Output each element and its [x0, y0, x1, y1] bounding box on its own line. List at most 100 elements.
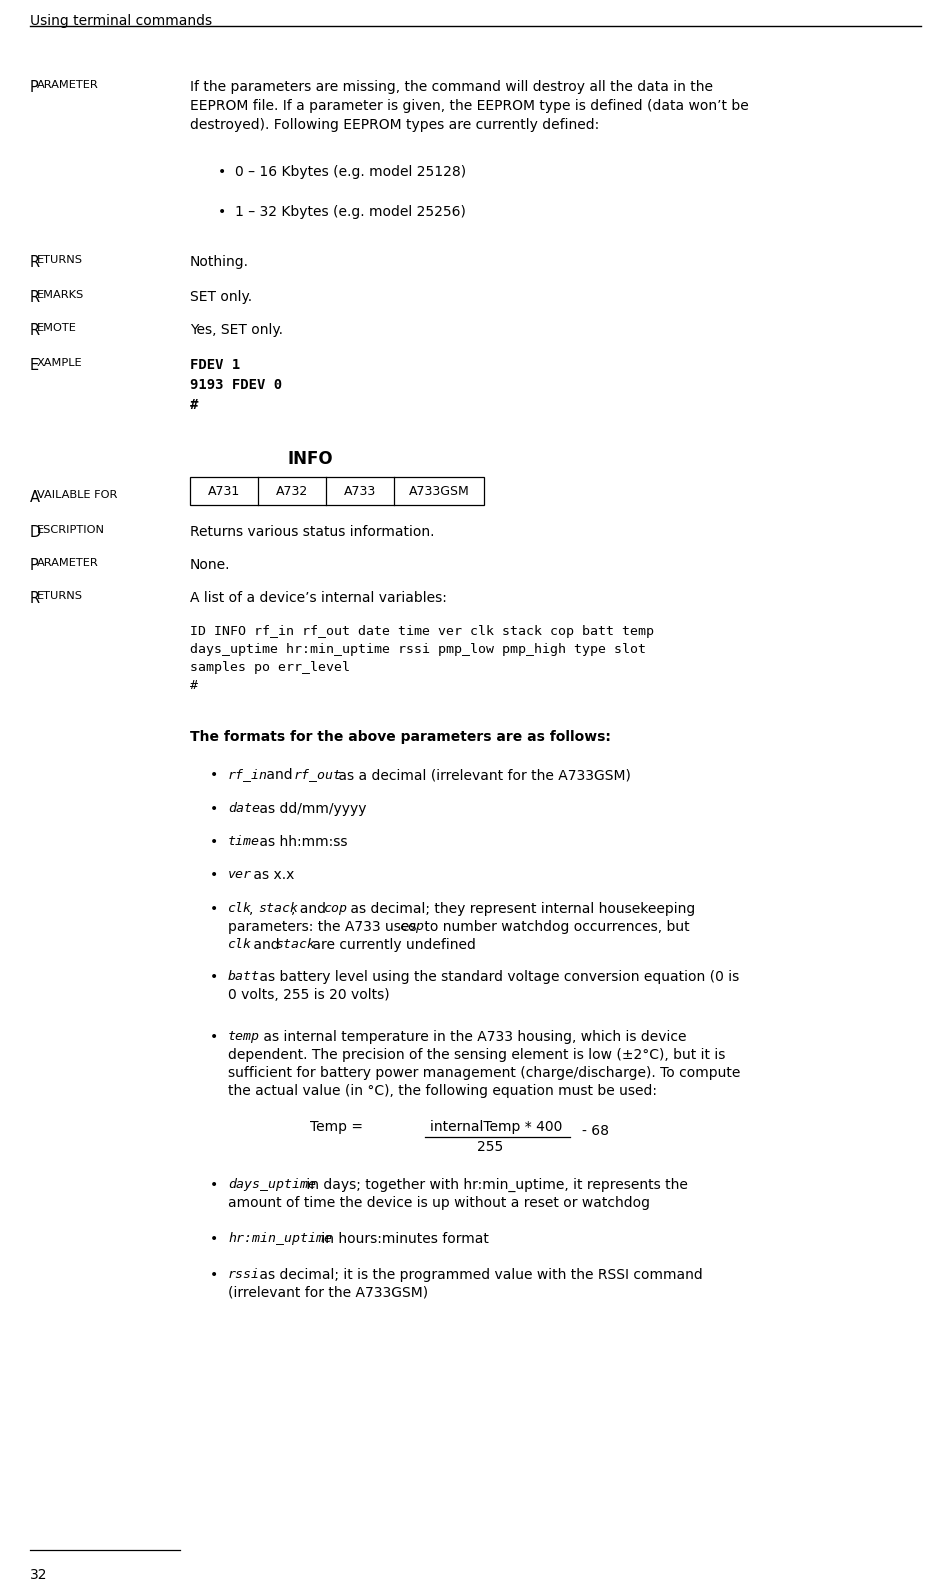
Text: A733GSM: A733GSM [409, 484, 470, 497]
Text: R: R [30, 590, 40, 606]
Text: •: • [210, 834, 218, 848]
Text: ETURNS: ETURNS [36, 255, 83, 264]
Text: ID INFO rf_in rf_out date time ver clk stack cop batt temp: ID INFO rf_in rf_out date time ver clk s… [190, 625, 654, 638]
Text: as decimal; they represent internal housekeeping: as decimal; they represent internal hous… [346, 902, 695, 917]
Text: R: R [30, 323, 40, 339]
Text: VAILABLE FOR: VAILABLE FOR [36, 491, 117, 500]
Text: #: # [190, 397, 199, 412]
Text: EEPROM file. If a parameter is given, the EEPROM type is defined (data won’t be: EEPROM file. If a parameter is given, th… [190, 100, 748, 112]
Text: rf_in: rf_in [228, 768, 268, 780]
Text: If the parameters are missing, the command will destroy all the data in the: If the parameters are missing, the comma… [190, 81, 713, 93]
Text: 32: 32 [30, 1569, 48, 1581]
Text: FDEV 1: FDEV 1 [190, 358, 241, 372]
Text: A732: A732 [276, 484, 308, 497]
Text: •: • [210, 768, 218, 782]
Text: #: # [190, 679, 198, 692]
Text: date: date [228, 803, 260, 815]
Text: Returns various status information.: Returns various status information. [190, 526, 435, 538]
Text: as battery level using the standard voltage conversion equation (0 is: as battery level using the standard volt… [255, 970, 739, 985]
Text: and: and [249, 939, 284, 951]
Text: ,: , [249, 902, 258, 917]
Text: 0 volts, 255 is 20 volts): 0 volts, 255 is 20 volts) [228, 988, 390, 1002]
Text: as decimal; it is the programmed value with the RSSI command: as decimal; it is the programmed value w… [255, 1268, 703, 1282]
Text: batt: batt [228, 970, 260, 983]
Text: , and: , and [291, 902, 330, 917]
Text: ESCRIPTION: ESCRIPTION [36, 526, 105, 535]
Text: as a decimal (irrelevant for the A733GSM): as a decimal (irrelevant for the A733GSM… [334, 768, 631, 782]
Text: ver: ver [228, 867, 252, 882]
Text: •: • [210, 1232, 218, 1246]
Text: •: • [218, 165, 226, 179]
Text: R: R [30, 290, 40, 306]
Text: R: R [30, 255, 40, 271]
Text: and: and [262, 768, 297, 782]
Text: - 68: - 68 [582, 1124, 609, 1138]
Text: E: E [30, 358, 39, 374]
Text: internalTemp * 400: internalTemp * 400 [430, 1121, 562, 1133]
Text: •: • [218, 206, 226, 218]
Text: stack: stack [258, 902, 298, 915]
Text: stack: stack [275, 939, 315, 951]
Text: sufficient for battery power management (charge/discharge). To compute: sufficient for battery power management … [228, 1065, 741, 1080]
Text: 255: 255 [476, 1140, 503, 1154]
Text: days_uptime: days_uptime [228, 1178, 316, 1190]
Text: cop: cop [324, 902, 348, 915]
Text: •: • [210, 1178, 218, 1192]
Text: A731: A731 [208, 484, 240, 497]
Text: 1 – 32 Kbytes (e.g. model 25256): 1 – 32 Kbytes (e.g. model 25256) [235, 206, 466, 218]
Text: Temp =: Temp = [310, 1121, 367, 1133]
Text: ETURNS: ETURNS [36, 590, 83, 602]
Text: ARAMETER: ARAMETER [36, 557, 98, 568]
Text: SET only.: SET only. [190, 290, 252, 304]
Text: parameters: the A733 uses: parameters: the A733 uses [228, 920, 421, 934]
Text: INFO: INFO [287, 450, 333, 469]
Text: clk: clk [228, 939, 252, 951]
Text: hr:min_uptime: hr:min_uptime [228, 1232, 332, 1244]
Text: EMARKS: EMARKS [36, 290, 84, 301]
Text: A list of a device’s internal variables:: A list of a device’s internal variables: [190, 590, 447, 605]
Text: (irrelevant for the A733GSM): (irrelevant for the A733GSM) [228, 1285, 428, 1300]
Text: samples po err_level: samples po err_level [190, 662, 350, 674]
Text: are currently undefined: are currently undefined [308, 939, 476, 951]
Text: temp: temp [228, 1031, 260, 1043]
Text: in days; together with hr:min_uptime, it represents the: in days; together with hr:min_uptime, it… [302, 1178, 688, 1192]
Text: the actual value (in °C), the following equation must be used:: the actual value (in °C), the following … [228, 1084, 657, 1099]
Text: destroyed). Following EEPROM types are currently defined:: destroyed). Following EEPROM types are c… [190, 119, 599, 131]
Text: •: • [210, 902, 218, 917]
Text: 9193 FDEV 0: 9193 FDEV 0 [190, 378, 282, 393]
Text: A: A [30, 491, 40, 505]
Text: time: time [228, 834, 260, 848]
Text: dependent. The precision of the sensing element is low (±2°C), but it is: dependent. The precision of the sensing … [228, 1048, 726, 1062]
Text: rf_out: rf_out [294, 768, 342, 780]
Text: XAMPLE: XAMPLE [36, 358, 82, 367]
Text: 0 – 16 Kbytes (e.g. model 25128): 0 – 16 Kbytes (e.g. model 25128) [235, 165, 466, 179]
Text: P: P [30, 81, 39, 95]
Text: D: D [30, 526, 41, 540]
Text: cop: cop [392, 920, 424, 932]
Text: Yes, SET only.: Yes, SET only. [190, 323, 283, 337]
Text: The formats for the above parameters are as follows:: The formats for the above parameters are… [190, 730, 611, 744]
Text: •: • [210, 1031, 218, 1045]
Text: P: P [30, 557, 39, 573]
Text: •: • [210, 970, 218, 985]
Text: to number watchdog occurrences, but: to number watchdog occurrences, but [420, 920, 689, 934]
Text: as hh:mm:ss: as hh:mm:ss [255, 834, 347, 848]
Text: as x.x: as x.x [249, 867, 295, 882]
Text: as dd/mm/yyyy: as dd/mm/yyyy [255, 803, 366, 815]
Text: Nothing.: Nothing. [190, 255, 249, 269]
Text: days_uptime hr:min_uptime rssi pmp_low pmp_high type slot: days_uptime hr:min_uptime rssi pmp_low p… [190, 643, 646, 655]
Text: in hours:minutes format: in hours:minutes format [317, 1232, 489, 1246]
Text: EMOTE: EMOTE [36, 323, 76, 332]
Text: •: • [210, 803, 218, 815]
Text: A733: A733 [344, 484, 377, 497]
Text: None.: None. [190, 557, 230, 571]
Text: •: • [210, 1268, 218, 1282]
Text: as internal temperature in the A733 housing, which is device: as internal temperature in the A733 hous… [259, 1031, 687, 1045]
Bar [190, 476, 484, 505]
Text: •: • [210, 867, 218, 882]
Text: clk: clk [228, 902, 252, 915]
Text: Using terminal commands: Using terminal commands [30, 14, 212, 28]
Text: amount of time the device is up without a reset or watchdog: amount of time the device is up without … [228, 1197, 650, 1209]
Text: ARAMETER: ARAMETER [36, 81, 98, 90]
Text: rssi: rssi [228, 1268, 260, 1281]
